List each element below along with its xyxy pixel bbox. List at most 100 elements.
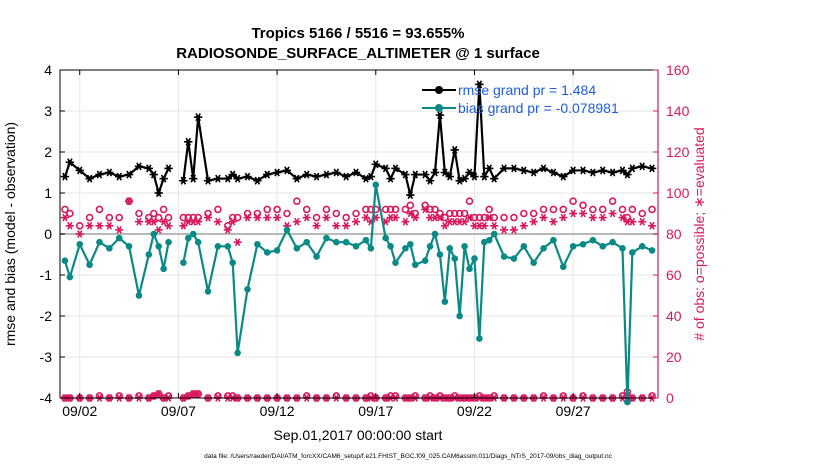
bias-point (150, 230, 158, 238)
rmse-point-star (312, 172, 321, 181)
obs-evaluated-marker (65, 221, 74, 230)
bias-point (550, 236, 557, 244)
rmse-point-star (184, 137, 193, 146)
bias-point (589, 236, 597, 244)
rmse-point-star (647, 164, 657, 173)
obs-evaluated-marker (95, 221, 104, 230)
obs-possible-marker (342, 213, 350, 222)
chart-title: Tropics 5166 / 5516 = 93.655% (251, 25, 464, 42)
obs-evaluated-marker (361, 213, 370, 222)
legend-rmse-label: rmse grand pr = 1.484 (458, 82, 596, 98)
y2-tick-label: 120 (666, 144, 690, 160)
bias-point (244, 286, 251, 293)
bias-point (485, 236, 493, 244)
obs-evaluated-marker (273, 213, 282, 222)
obs-possible-marker (519, 209, 528, 218)
obs-possible-marker (485, 205, 494, 214)
obs-possible-marker (381, 205, 390, 214)
rmse-point-star (608, 168, 617, 177)
rmse-point-star (134, 162, 144, 171)
rmse-point-star (623, 170, 632, 179)
obs-evaluated-marker (529, 217, 538, 226)
obs-possible-marker (362, 205, 370, 214)
rmse-point-star (332, 168, 341, 177)
bias-point (638, 243, 646, 250)
rmse-point-star (381, 164, 390, 173)
obs-possible-marker (283, 209, 291, 218)
rmse-point-star (391, 164, 400, 173)
y-axis-left: -4 -3 -2 -1 0 1 2 3 4 (40, 62, 65, 406)
bias-point (451, 255, 459, 262)
rmse-point-star (341, 172, 351, 181)
bias-point (204, 288, 212, 295)
y-tick-label: -4 (40, 390, 53, 406)
chart-subtitle: RADIOSONDE_SURFACE_ALTIMETER @ 1 surface (176, 45, 540, 62)
rmse-point-star (386, 174, 395, 183)
rmse-point-star (499, 164, 509, 173)
rmse-point-star (65, 158, 75, 167)
y-tick-label: 2 (44, 144, 52, 160)
legend-bias-marker (435, 104, 443, 112)
bias-point (392, 259, 399, 267)
rmse-point-star (440, 168, 450, 177)
bias-point (426, 243, 434, 250)
rmse-point-star (529, 168, 538, 177)
rmse-point-star (489, 174, 499, 183)
obs-evaluated-marker (134, 217, 143, 226)
obs-possible-marker (149, 209, 158, 218)
y2-tick-label: 60 (666, 267, 682, 283)
obs-evaluated-marker (460, 217, 469, 226)
rmse-point-star (470, 172, 479, 181)
y2-tick-label: 40 (666, 308, 682, 324)
bias-point (66, 273, 74, 281)
obs-evaluated-marker (391, 213, 400, 222)
legend-bias-label: bias grand pr = -0.078981 (458, 100, 619, 116)
rmse-point-star (105, 168, 114, 177)
obs-possible-marker (214, 205, 222, 214)
obs-possible-marker (85, 213, 94, 222)
obs-evaluated-marker (85, 221, 94, 230)
rmse-point-star (149, 170, 158, 179)
rmse-point-star (223, 174, 232, 183)
obs-possible-marker (559, 205, 568, 214)
rmse-point-star (420, 170, 430, 179)
bias-point (214, 243, 222, 250)
bias-point (106, 245, 113, 252)
rmse-point-star (628, 164, 637, 173)
rmse-point-star (233, 174, 242, 183)
obs-evaluated-marker (628, 217, 637, 226)
obs-possible-marker (426, 205, 434, 214)
bias-point (367, 245, 375, 252)
obs-possible-marker (302, 205, 311, 214)
obs-possible-marker (293, 197, 301, 205)
obs-possible-marker (608, 197, 617, 205)
bias-point (599, 243, 607, 250)
rmse-point-star (485, 164, 494, 173)
bias-point (441, 298, 449, 305)
obs-evaluated-marker (204, 213, 213, 222)
rmse-point-star (568, 166, 578, 175)
y2-tick-label: 80 (666, 226, 682, 242)
y-tick-label: -1 (40, 267, 53, 283)
obs-evaluated-marker (648, 221, 657, 230)
rmse-point-star (401, 170, 410, 179)
bias-point (569, 243, 577, 250)
obs-possible-marker (233, 213, 242, 222)
obs-possible-marker (445, 209, 454, 218)
obs-evaluated-marker (411, 213, 420, 222)
bias-point (436, 251, 444, 258)
obs-evaluated-marker (588, 213, 597, 222)
bias-point (145, 251, 153, 258)
obs-evaluated-marker (322, 213, 331, 222)
obs-possible-marker (648, 205, 656, 214)
y-axis-right: 0 20 40 60 80 100 120 140 160 (653, 62, 690, 406)
rmse-point-star (292, 174, 302, 183)
rmse-point-star (263, 170, 272, 179)
x-tick-label: 09/22 (457, 403, 492, 419)
obs-evaluated-marker (105, 221, 114, 230)
obs-possible-marker (455, 209, 464, 218)
bias-point (456, 312, 463, 320)
bias-point (461, 243, 468, 250)
obs-evaluated-marker (342, 221, 351, 230)
